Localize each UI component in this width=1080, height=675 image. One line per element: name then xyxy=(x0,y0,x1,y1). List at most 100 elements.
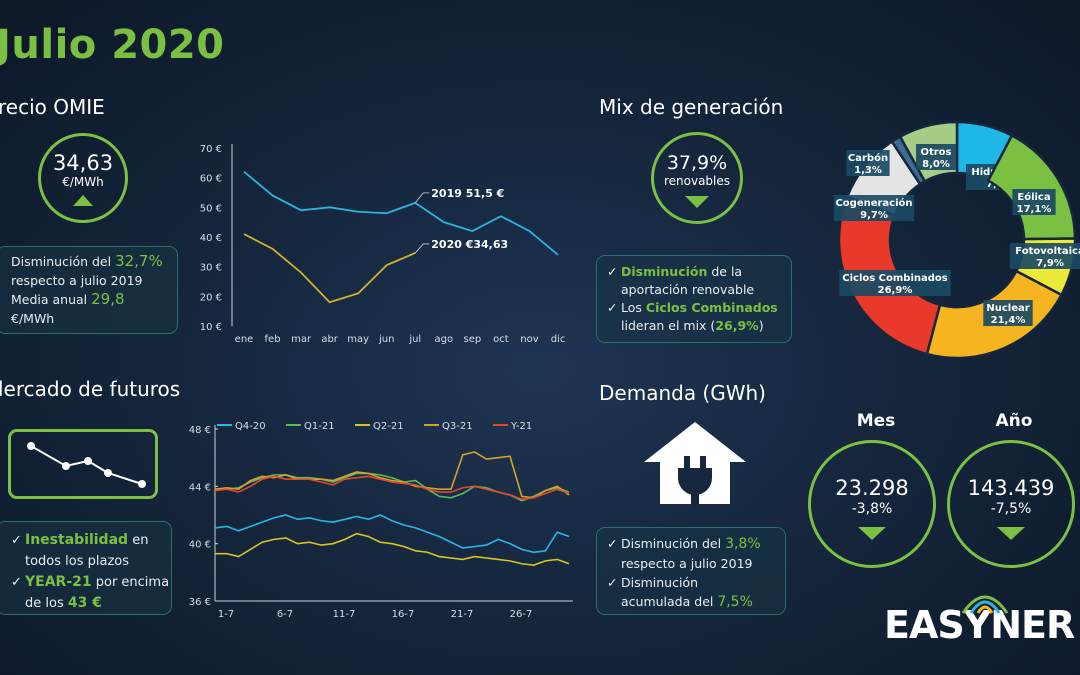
futuros-year21: YEAR-21 xyxy=(25,574,92,590)
slice-name: Otros xyxy=(920,147,951,158)
series-line-Q3-21 xyxy=(214,451,570,499)
futuros-heading: lercado de futuros xyxy=(0,377,181,401)
ano-value: 143.439 xyxy=(967,475,1055,500)
slice-name: Nuclear xyxy=(986,303,1029,314)
x-tick-label: 21-7 xyxy=(451,609,474,620)
x-tick-label: jun xyxy=(378,334,394,345)
ano-circle: 143.439 -7,5% xyxy=(947,440,1075,568)
slice-value: 7,9% xyxy=(1036,258,1064,269)
annotation-2020: 2020 €34,63 xyxy=(431,238,508,251)
ano-label: Año xyxy=(995,411,1033,431)
annotation-leader xyxy=(414,192,430,204)
mix-decrease: Disminución xyxy=(621,264,708,279)
futuros-text-2: todos los plazos xyxy=(25,554,130,569)
down-triangle-icon xyxy=(997,526,1025,540)
page-title: Julio 2020 xyxy=(0,22,225,68)
y-tick-label: 36 € xyxy=(189,597,211,608)
x-tick-label: 16-7 xyxy=(392,609,415,620)
demanda-heading: Demanda (GWh) xyxy=(599,381,766,405)
omie-price-value: 34,63 xyxy=(52,150,114,175)
omie-price-unit: €/MWh xyxy=(62,174,104,189)
x-tick-label: 11-7 xyxy=(333,609,356,620)
slice-name: Cogeneración xyxy=(835,197,912,209)
mix-ciclos-pct: 26,9% xyxy=(715,318,759,333)
mes-label: Mes xyxy=(856,411,896,431)
check-icon: ✓ xyxy=(607,575,618,590)
x-tick-label: 6-7 xyxy=(277,609,293,620)
omie-decrease-value: 32,7% xyxy=(115,252,163,270)
mix-text-3: Los xyxy=(621,300,646,315)
y-tick-label: 30 € xyxy=(200,263,222,274)
mix-heading: Mix de generación xyxy=(599,95,784,119)
x-tick-label: may xyxy=(347,334,369,345)
renewables-value: 37,9% xyxy=(666,152,728,174)
slice-value: 21,4% xyxy=(991,315,1026,326)
mes-value: 23.298 xyxy=(835,475,909,500)
series-line-Y-21 xyxy=(214,475,570,501)
legend-label: Y-21 xyxy=(510,421,532,432)
x-tick-label: jul xyxy=(408,334,421,345)
mix-text-2: aportación renovable xyxy=(621,282,755,297)
logo-arcs-icon xyxy=(961,595,1009,614)
slice-label-bg xyxy=(839,270,951,296)
futures-chart: 36 € 40 € 44 € 48 € 1-7 6-7 11-7 16-7 21-7 26-7 Q4… xyxy=(189,421,573,620)
slice-label-bg xyxy=(983,300,1033,326)
x-tick-label: 1-7 xyxy=(218,609,234,620)
slice-label-bg xyxy=(846,150,890,176)
omie-line1: Disminución del xyxy=(11,254,116,269)
mix-text-4: lideran el mix ( xyxy=(621,318,716,333)
series-line-2020 xyxy=(243,233,416,304)
x-tick-label: abr xyxy=(321,334,338,345)
slice-label-bg xyxy=(1009,243,1080,269)
check-icon: ✓ xyxy=(607,300,618,315)
y-tick-label: 60 € xyxy=(200,174,222,185)
y-tick-label: 40 € xyxy=(200,233,222,244)
trend-down-icon xyxy=(27,442,146,488)
slice-label-bg xyxy=(916,144,956,170)
check-icon: ✓ xyxy=(607,536,618,551)
omie-line2: respecto a julio 2019 xyxy=(11,273,143,288)
omie-heading: recio OMIE xyxy=(0,95,105,119)
futuros-info-box: ✓ Inestabilidad en todos los plazos ✓ YEAR… xyxy=(0,521,172,615)
series-line-2019 xyxy=(243,171,559,256)
generation-mix-donut: Hidráulica7,7%Eólica17,1%Fotovoltaica7,9… xyxy=(833,120,1080,360)
down-triangle-icon xyxy=(858,526,886,540)
slice-value: 9,7% xyxy=(860,210,888,221)
omie-price-circle: 34,63 €/MWh xyxy=(38,133,128,223)
x-tick-label: sep xyxy=(464,334,482,345)
x-tick-label: dic xyxy=(551,334,566,345)
omie-line4: €/MWh xyxy=(11,311,55,326)
futuros-instability: Inestabilidad xyxy=(25,532,129,548)
demanda-month-pct: 3,8% xyxy=(725,536,761,552)
mix-ciclos: Ciclos Combinados xyxy=(645,300,778,315)
y-tick-label: 40 € xyxy=(189,540,211,551)
slice-label-bg xyxy=(833,195,915,221)
x-tick-label: oct xyxy=(493,334,509,345)
annotation-2019: 2019 51,5 € xyxy=(431,187,504,200)
demanda-text-2: respecto a julio 2019 xyxy=(621,556,753,571)
trend-down-icon-box xyxy=(8,429,158,499)
mix-text-5: ) xyxy=(758,318,764,333)
y-tick-label: 10 € xyxy=(200,322,222,333)
x-tick-label: ago xyxy=(435,334,454,345)
demanda-text-1: Disminución del xyxy=(621,536,726,551)
annotation-leader xyxy=(414,243,430,254)
omie-price-chart: 10 € 20 € 30 € 40 € 50 € 60 € 70 € ene feb mar abr… xyxy=(200,144,566,345)
down-triangle-icon xyxy=(685,196,709,208)
x-tick-label: 26-7 xyxy=(510,609,533,620)
legend-label: Q1-21 xyxy=(304,421,335,432)
ano-change: -7,5% xyxy=(990,500,1032,517)
x-tick-label: feb xyxy=(265,334,281,345)
mix-info-box: ✓ Disminución de la aportación renovable … xyxy=(596,255,792,343)
demanda-text-4: acumulada del xyxy=(621,594,718,609)
x-tick-label: mar xyxy=(291,334,312,345)
check-icon: ✓ xyxy=(607,264,618,279)
demanda-acc-pct: 7,5% xyxy=(717,594,753,610)
y-tick-label: 70 € xyxy=(200,144,222,155)
omie-annual-value: 29,8 xyxy=(91,290,125,308)
omie-line3: Media anual xyxy=(11,292,92,307)
renewables-label: renovables xyxy=(663,174,731,188)
mes-change: -3,8% xyxy=(851,500,893,517)
slice-name: Fotovoltaica xyxy=(1015,246,1080,257)
slice-name: Ciclos Combinados xyxy=(842,273,948,284)
